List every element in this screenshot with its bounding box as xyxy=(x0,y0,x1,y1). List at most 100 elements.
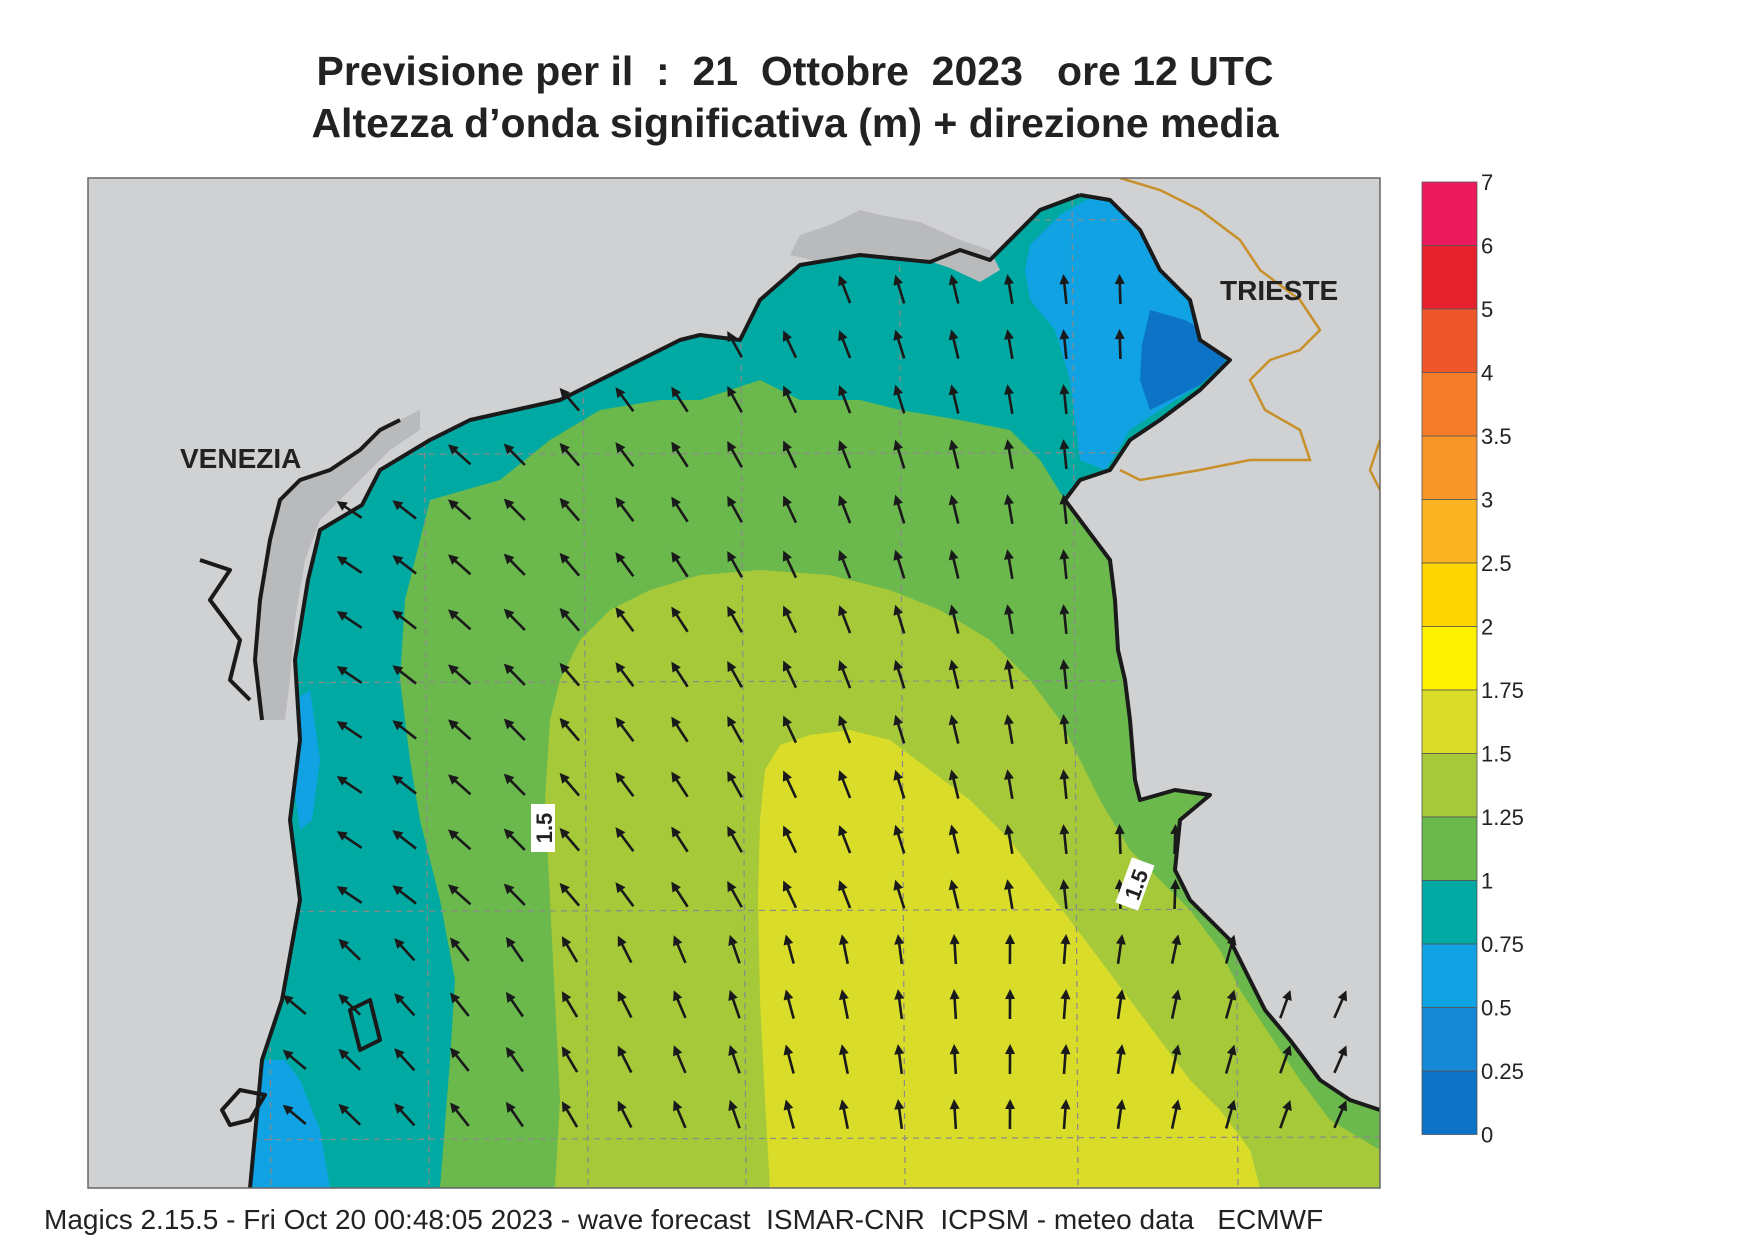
legend-tick-label: 1.75 xyxy=(1481,678,1524,703)
wave-arrow xyxy=(671,551,689,578)
wave-arrow xyxy=(949,989,960,1020)
wave-arrow xyxy=(782,880,798,909)
wave-arrow xyxy=(838,715,852,744)
wave-arrow xyxy=(1004,714,1014,745)
wave-arrow xyxy=(336,556,363,574)
wave-arrow xyxy=(783,1099,795,1129)
legend-swatch xyxy=(1421,435,1478,500)
land-west-coast xyxy=(88,178,1100,1188)
wave-arrow xyxy=(336,721,363,739)
legend-swatch xyxy=(1421,1007,1478,1072)
wave-arrow xyxy=(1059,439,1070,470)
wave-arrow xyxy=(1224,1044,1237,1074)
wave-arrow xyxy=(893,329,906,359)
wave-arrow xyxy=(1059,384,1070,415)
legend-swatch xyxy=(1421,880,1478,945)
legend-swatch xyxy=(1421,1070,1478,1135)
wave-arrow xyxy=(838,275,852,304)
wave-arrow xyxy=(505,1046,525,1073)
wave-arrow xyxy=(673,1045,687,1074)
wave-arrow xyxy=(948,329,960,359)
wave-arrow xyxy=(503,718,526,741)
wave-arrow xyxy=(450,937,470,962)
wave-arrow xyxy=(727,606,743,633)
wave-arrow xyxy=(448,829,472,851)
wave-arrow xyxy=(392,500,417,520)
wave-arrow xyxy=(783,989,795,1019)
wave-arrow xyxy=(894,989,905,1020)
legend-swatch xyxy=(1421,626,1478,691)
wave-arrow xyxy=(1059,329,1070,360)
legend-tick-label: 1.25 xyxy=(1481,805,1524,830)
wave-arrow xyxy=(782,385,798,414)
wave-arrow xyxy=(1059,659,1070,690)
wave-arrow xyxy=(782,770,798,799)
legend-tick-label: 4 xyxy=(1481,361,1493,386)
wave-arrow xyxy=(894,1044,905,1075)
legend-swatch xyxy=(1421,181,1478,246)
wave-arrow xyxy=(838,660,852,689)
wave-arrow xyxy=(671,661,689,688)
wave-arrow xyxy=(1224,1099,1237,1129)
wave-arrow xyxy=(1115,934,1126,965)
wave-arrow xyxy=(615,442,635,467)
wave-arrow xyxy=(559,717,581,742)
wave-arrow xyxy=(783,1044,795,1074)
wave-arrow xyxy=(838,385,852,414)
wave-arrow xyxy=(894,934,905,965)
lagoon-outline xyxy=(199,418,401,1127)
wave-arrow xyxy=(782,550,798,579)
wave-arrow xyxy=(615,662,635,687)
wave-arrow xyxy=(282,1104,307,1125)
wave-arrow xyxy=(617,1100,633,1129)
wave-arrow xyxy=(559,662,581,687)
wave-arrow xyxy=(783,934,795,964)
wave-arrow xyxy=(893,714,906,744)
wave-arrow xyxy=(448,719,472,741)
wave-arrow xyxy=(617,1045,633,1074)
map-area: 1.5 1.5 VENEZIA TRIESTE xyxy=(88,178,1380,1188)
wave-arrow xyxy=(838,440,852,469)
legend-tick-label: 2 xyxy=(1481,615,1493,640)
wave-arrow xyxy=(1004,329,1014,360)
wave-arrow xyxy=(1005,1044,1016,1075)
wave-arrow xyxy=(561,1101,579,1128)
legend-swatch xyxy=(1421,372,1478,437)
legend-tick-label: 3.5 xyxy=(1481,424,1512,449)
legend-tick-label: 0.5 xyxy=(1481,996,1512,1021)
wave-arrow xyxy=(448,554,472,576)
wave-arrow xyxy=(1004,604,1014,635)
wave-arrow xyxy=(1170,879,1181,910)
wave-arrow xyxy=(559,497,581,522)
wave-arrow xyxy=(948,604,960,634)
wave-band-1-1.25 xyxy=(250,195,1230,1188)
wave-arrow xyxy=(671,881,689,908)
wave-arrow xyxy=(838,330,852,359)
wave-arrow xyxy=(894,1099,905,1130)
wave-arrow xyxy=(1170,934,1182,964)
wave-arrow xyxy=(448,664,472,686)
legend-swatch xyxy=(1421,308,1478,373)
wave-band-0.5-1-trieste xyxy=(1025,198,1225,470)
legend-tick-label: 1 xyxy=(1481,869,1493,894)
wave-arrow xyxy=(671,826,689,853)
wave-arrow xyxy=(948,274,960,304)
wave-arrow xyxy=(338,938,361,961)
wave-arrow xyxy=(615,607,635,632)
wave-arrow xyxy=(282,994,307,1015)
wave-arrow xyxy=(893,384,906,414)
wave-arrow xyxy=(615,827,635,852)
wave-arrow xyxy=(559,552,581,577)
wave-arrow xyxy=(559,607,581,632)
map-subtitle: Altezza d’onda significativa (m) + direz… xyxy=(311,100,1279,146)
wave-arrow xyxy=(838,495,852,524)
wave-arrow xyxy=(838,934,850,964)
legend-tick-label: 0.75 xyxy=(1481,932,1524,957)
wave-arrow xyxy=(893,274,906,304)
wave-arrow xyxy=(727,826,743,853)
wave-arrow xyxy=(559,442,581,467)
coastline-east xyxy=(1063,193,1380,1112)
wave-arrow xyxy=(617,990,633,1019)
wave-arrow xyxy=(448,444,472,466)
wave-arrow xyxy=(782,660,798,689)
